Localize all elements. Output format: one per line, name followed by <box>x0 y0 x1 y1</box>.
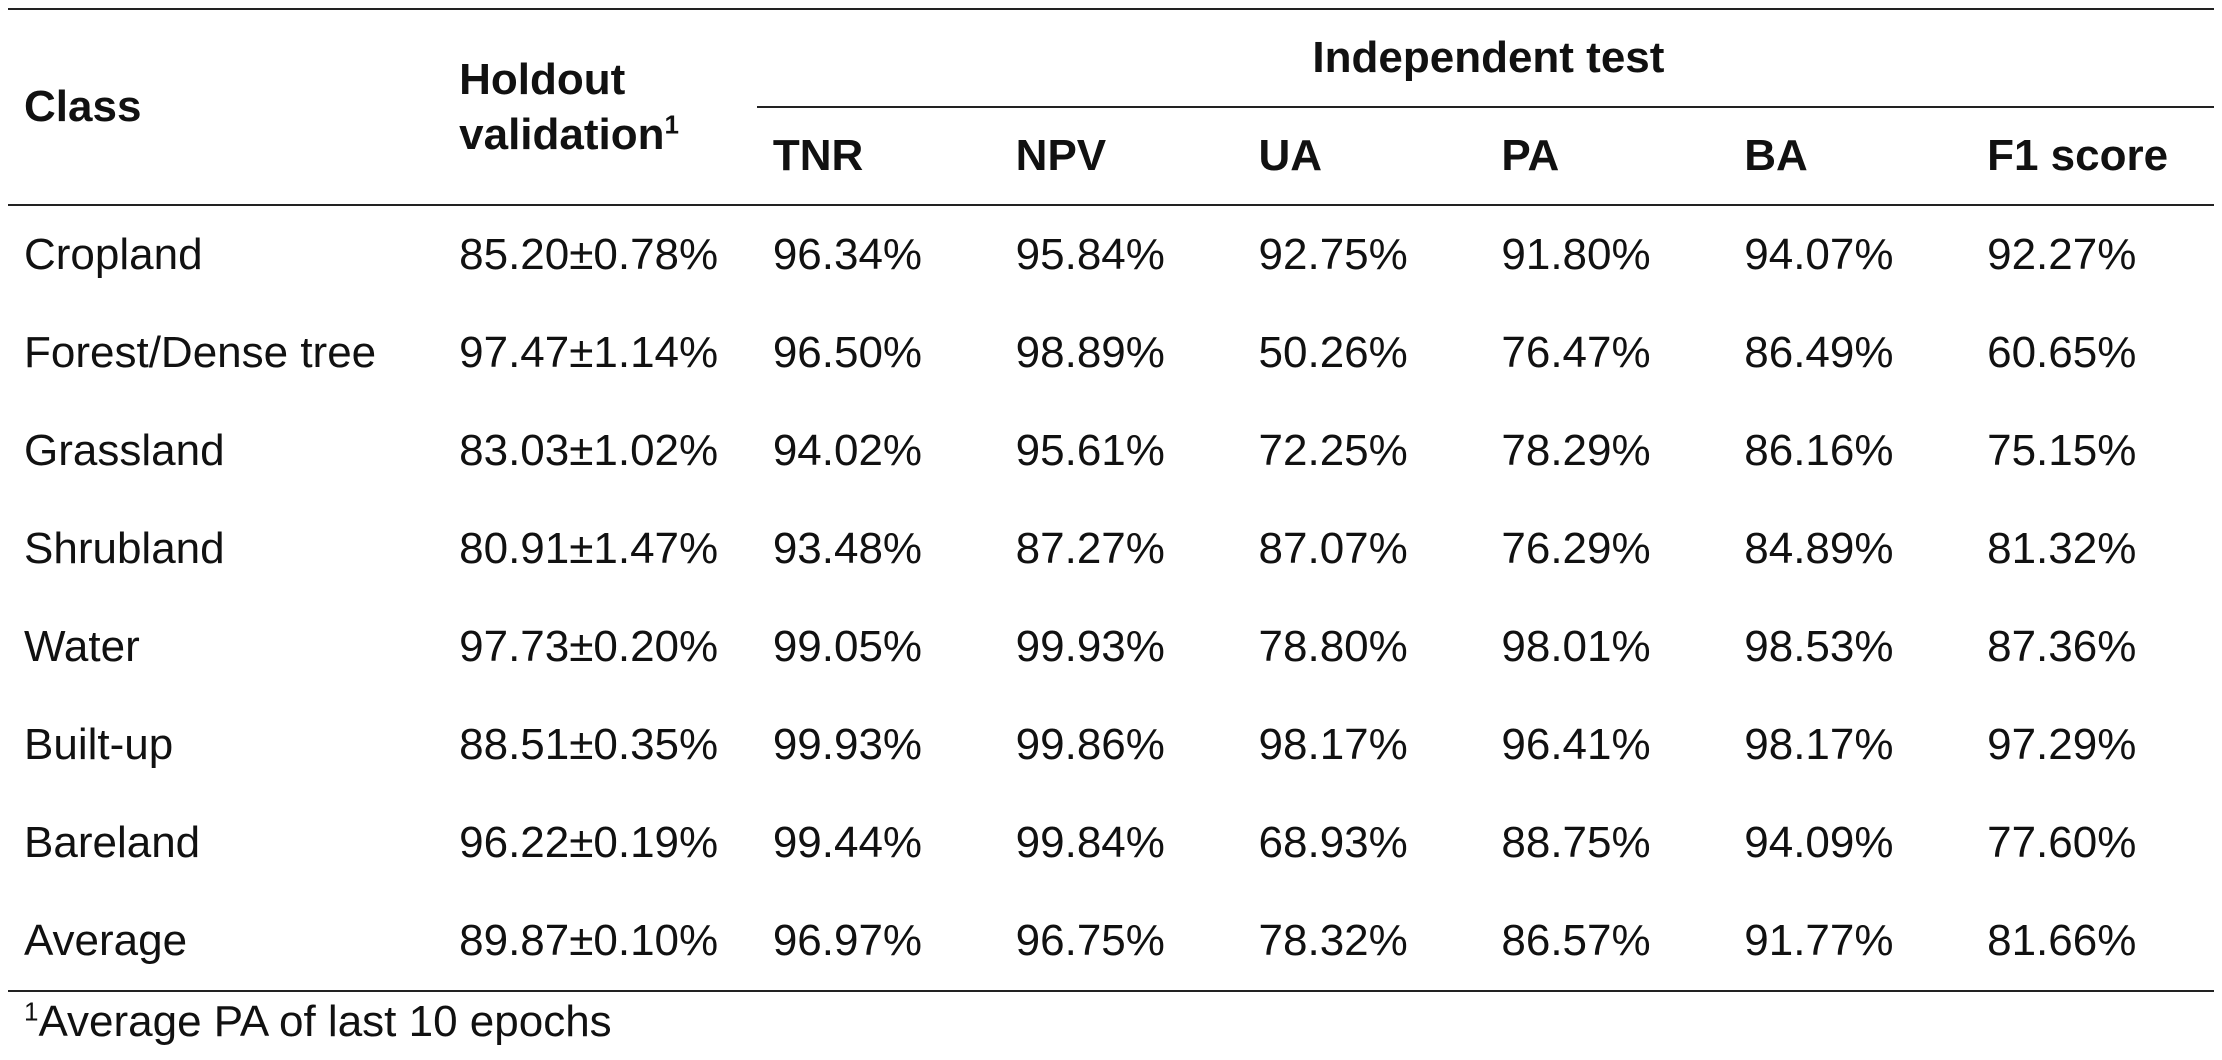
cell-metric: 87.27% <box>1015 523 1165 573</box>
cell-metric: 99.93% <box>1015 621 1165 671</box>
cell-metric: 94.07% <box>1744 229 1894 279</box>
cell-metric: 96.75% <box>999 892 1243 992</box>
cell-metric: 86.57% <box>1485 892 1729 992</box>
cell-class: Grassland <box>24 425 225 475</box>
table-body: Cropland 85.20±0.78% 96.34% 95.84% 92.75% 91.… <box>8 205 2214 992</box>
cell-metric: 98.01% <box>1501 621 1651 671</box>
table-row: Water 97.73±0.20% 99.05% 99.93% 78.80% 98.01%… <box>8 598 2214 696</box>
header-metric: UA <box>1242 107 1486 206</box>
cell-metric: 68.93% <box>1258 817 1408 867</box>
header-holdout-line1: Holdout <box>459 55 626 104</box>
cell-metric: 84.89% <box>1744 523 1894 573</box>
cell-metric: 99.93% <box>772 719 923 769</box>
table-row: Forest/Dense tree 97.47±1.14% 96.50% 98.89%… <box>8 304 2214 402</box>
cell-metric: 77.60% <box>1987 817 2137 867</box>
cell-metric: 50.26% <box>1258 327 1408 377</box>
footnote: 1Average PA of last 10 epochs <box>24 997 612 1046</box>
cell-class: Shrubland <box>24 523 225 573</box>
header-metric: BA <box>1728 107 1972 206</box>
cell-metric: 87.36% <box>1987 621 2137 671</box>
footnote-text: Average PA of last 10 epochs <box>38 997 612 1046</box>
cell-metric: 86.16% <box>1744 425 1894 475</box>
header-metric: F1 score <box>1971 107 2214 206</box>
cell-holdout: 80.91±1.47% <box>459 523 719 573</box>
cell-metric: 78.80% <box>1258 621 1408 671</box>
header-holdout-footnote-mark: 1 <box>664 109 679 140</box>
cell-metric: 98.17% <box>1258 719 1408 769</box>
cell-metric: 96.50% <box>772 327 923 377</box>
table-row: Built-up 88.51±0.35% 99.93% 99.86% 98.17% 96.… <box>8 696 2214 794</box>
cell-holdout: 96.22±0.19% <box>459 817 719 867</box>
accuracy-table: Class Holdout validation1 Independent te… <box>8 8 2214 992</box>
cell-metric: 88.75% <box>1501 817 1651 867</box>
cell-metric: 99.44% <box>772 817 923 867</box>
cell-metric: 92.75% <box>1258 229 1408 279</box>
cell-metric: 72.25% <box>1258 425 1408 475</box>
cell-holdout: 97.47±1.14% <box>459 327 719 377</box>
cell-class: Built-up <box>24 719 174 769</box>
table-header: Class Holdout validation1 Independent te… <box>8 9 2214 206</box>
cell-metric: 95.61% <box>1015 425 1165 475</box>
cell-metric: 81.66% <box>1971 892 2214 992</box>
header-independent-test: Independent test <box>756 9 2214 108</box>
cell-metric: 76.29% <box>1501 523 1651 573</box>
cell-holdout: 97.73±0.20% <box>459 621 719 671</box>
cell-holdout: 88.51±0.35% <box>459 719 719 769</box>
cell-metric: 98.53% <box>1744 621 1894 671</box>
cell-metric: 98.17% <box>1744 719 1894 769</box>
cell-metric: 97.29% <box>1987 719 2137 769</box>
table-row: Shrubland 80.91±1.47% 93.48% 87.27% 87.07% 76… <box>8 500 2214 598</box>
header-class: Class <box>8 9 444 206</box>
cell-metric: 96.41% <box>1501 719 1651 769</box>
metric-header-row: TNR NPV UA PA BA F1 score <box>8 107 2214 206</box>
table-row: Grassland 83.03±1.02% 94.02% 95.61% 72.25% 78… <box>8 402 2214 500</box>
header-metric: TNR <box>756 107 1000 206</box>
cell-metric: 76.47% <box>1501 327 1651 377</box>
header-metric: PA <box>1485 107 1729 206</box>
cell-metric: 91.80% <box>1501 229 1651 279</box>
cell-holdout: 85.20±0.78% <box>459 229 719 279</box>
header-holdout-line2: validation <box>459 110 665 159</box>
header-holdout: Holdout validation1 <box>443 9 757 206</box>
cell-metric: 75.15% <box>1987 425 2137 475</box>
cell-class: Cropland <box>24 229 203 279</box>
cell-class: Bareland <box>24 817 201 867</box>
cell-holdout: 89.87±0.10% <box>443 892 757 992</box>
cell-metric: 99.05% <box>772 621 923 671</box>
footnote-mark: 1 <box>24 996 39 1027</box>
cell-class: Average <box>8 892 444 992</box>
cell-metric: 93.48% <box>772 523 923 573</box>
cell-metric: 98.89% <box>1015 327 1165 377</box>
table-row: Bareland 96.22±0.19% 99.44% 99.84% 68.93% 88.… <box>8 794 2214 892</box>
header-metric: NPV <box>999 107 1243 206</box>
cell-metric: 92.27% <box>1987 229 2137 279</box>
cell-metric: 86.49% <box>1744 327 1894 377</box>
cell-metric: 81.32% <box>1987 523 2137 573</box>
table-row: Cropland 85.20±0.78% 96.34% 95.84% 92.75% 91.… <box>8 205 2214 304</box>
cell-metric: 99.86% <box>1015 719 1165 769</box>
cell-metric: 78.29% <box>1501 425 1651 475</box>
cell-class: Forest/Dense tree <box>24 327 377 377</box>
cell-metric: 78.32% <box>1242 892 1486 992</box>
cell-metric: 94.02% <box>772 425 923 475</box>
cell-metric: 87.07% <box>1258 523 1408 573</box>
cell-metric: 96.34% <box>772 229 923 279</box>
cell-metric: 99.84% <box>1015 817 1165 867</box>
cell-metric: 60.65% <box>1987 327 2137 377</box>
cell-metric: 91.77% <box>1728 892 1972 992</box>
cell-metric: 95.84% <box>1015 229 1165 279</box>
cell-holdout: 83.03±1.02% <box>459 425 719 475</box>
table-row: Average 89.87±0.10% 96.97% 96.75% 78.32% 86.5… <box>8 892 2214 992</box>
cell-metric: 94.09% <box>1744 817 1894 867</box>
cell-class: Water <box>24 621 140 671</box>
cell-metric: 96.97% <box>756 892 1000 992</box>
